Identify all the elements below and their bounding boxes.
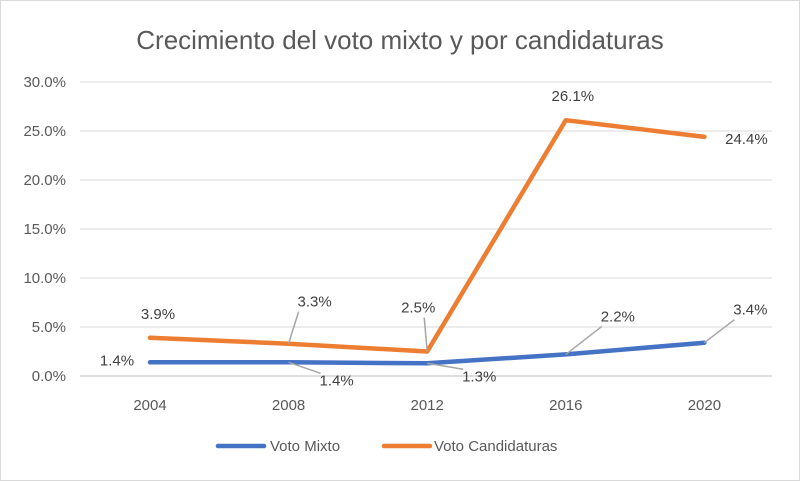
x-tick-label: 2012 [411,397,444,414]
leader-line [423,317,428,352]
data-label: 1.4% [100,352,134,369]
leader-line [703,319,735,344]
x-tick-label: 2008 [272,397,305,414]
data-label: 3.9% [141,306,175,323]
y-tick-label: 10.0% [23,270,66,287]
data-labels: 1.4% 1.4% 1.3% 2.2% 3.4% 3.9% 3.3% 2.5% 26.1% 24.… [100,88,768,389]
leader-line [287,311,300,344]
y-axis-ticks: 0.0% 5.0% 10.0% 15.0% 20.0% 25.0% 30.0% [23,74,66,385]
chart-title: Crecimiento del voto mixto y por candida… [136,25,663,55]
x-tick-label: 2020 [688,397,721,414]
x-axis-ticks: 2004 2008 2012 2016 2020 [133,397,721,414]
gridlines [80,81,772,377]
legend-label-0: Voto Mixto [270,438,340,455]
y-tick-label: 25.0% [23,123,66,140]
data-label: 24.4% [725,131,768,148]
leader-line [427,362,464,370]
y-tick-label: 0.0% [32,368,66,385]
leader-lines [287,311,735,374]
y-tick-label: 15.0% [23,221,66,238]
leader-line [288,361,321,374]
data-label: 2.2% [601,308,635,325]
y-tick-label: 30.0% [23,74,66,91]
data-label: 1.3% [462,368,496,385]
data-label: 1.4% [319,372,353,389]
y-tick-label: 5.0% [32,319,66,336]
data-label: 3.4% [733,302,767,319]
data-label: 3.3% [297,294,331,311]
legend: Voto Mixto Voto Candidaturas [215,438,557,455]
x-tick-label: 2016 [549,397,582,414]
y-tick-label: 20.0% [23,172,66,189]
leader-line [565,325,603,356]
data-label: 2.5% [401,300,435,317]
data-label: 26.1% [552,88,595,105]
legend-label-1: Voto Candidaturas [434,438,557,455]
x-tick-label: 2004 [133,397,166,414]
